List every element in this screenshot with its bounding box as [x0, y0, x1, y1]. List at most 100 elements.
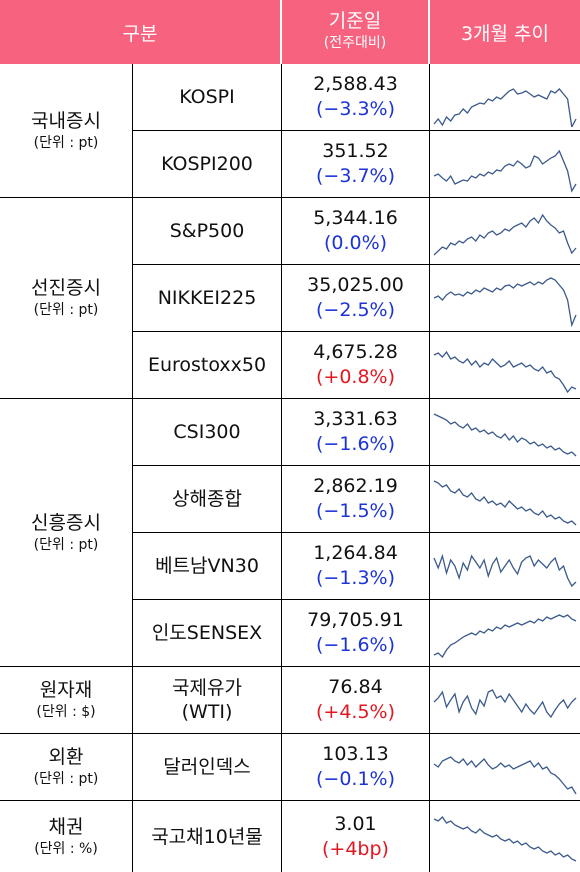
index-value: 1,264.84: [313, 542, 398, 564]
trend-sparkline-cell: [430, 64, 580, 130]
index-value-cell: 3,331.63 (−1.6%): [282, 399, 430, 465]
weekly-change: (−1.3%): [315, 567, 395, 589]
trend-line: [433, 756, 577, 795]
header-base-date-label: 기준일: [328, 10, 382, 32]
trend-sparkline-cell: [430, 734, 580, 800]
weekly-change: (−2.5%): [315, 299, 395, 321]
index-value-cell: 76.84 (+4.5%): [282, 667, 430, 733]
group-domestic: 국내증시 (단위 : pt): [0, 64, 132, 198]
table-row: 국제유가 (WTI) 76.84 (+4.5%): [132, 667, 580, 734]
trend-sparkline-cell: [430, 533, 580, 599]
index-name: 베트남VN30: [132, 533, 282, 599]
index-value: 35,025.00: [307, 274, 404, 296]
group-name: 외환: [48, 746, 84, 768]
trend-sparkline: [433, 480, 577, 526]
index-value: 351.52: [322, 140, 389, 162]
index-value-cell: 2,862.19 (−1.5%): [282, 466, 430, 532]
trend-sparkline-cell: [430, 265, 580, 331]
weekly-change: (+0.8%): [315, 366, 395, 388]
trend-line: [433, 614, 577, 659]
weekly-change: (−1.6%): [315, 634, 395, 656]
index-value-cell: 79,705.91 (−1.6%): [282, 600, 430, 666]
trend-sparkline: [433, 689, 577, 719]
table-header: 구분 기준일 (전주대비) 3개월 추이: [0, 0, 580, 64]
trend-sparkline: [433, 614, 577, 659]
index-value-cell: 103.13 (−0.1%): [282, 734, 430, 800]
index-value: 2,862.19: [313, 475, 398, 497]
index-name: NIKKEI225: [132, 265, 282, 331]
index-name: Eurostoxx50: [132, 332, 282, 398]
index-value: 3,331.63: [313, 408, 398, 430]
index-name: 인도SENSEX: [132, 600, 282, 666]
trend-sparkline: [433, 756, 577, 795]
table-row: NIKKEI225 35,025.00 (−2.5%): [132, 265, 580, 332]
group-unit: (단위 : pt): [33, 302, 99, 318]
index-name: 상해종합: [132, 466, 282, 532]
weekly-change: (−3.7%): [315, 165, 395, 187]
weekly-change: (−3.3%): [315, 98, 395, 120]
trend-line: [433, 149, 577, 193]
index-value-cell: 5,344.16 (0.0%): [282, 198, 430, 264]
table-row: 상해종합 2,862.19 (−1.5%): [132, 466, 580, 533]
table-row: KOSPI200 351.52 (−3.7%): [132, 131, 580, 198]
index-name: S&P500: [132, 198, 282, 264]
table-row: S&P500 5,344.16 (0.0%): [132, 198, 580, 265]
index-name: KOSPI200: [132, 131, 282, 197]
group-developed: 선진증시 (단위 : pt): [0, 198, 132, 399]
table-row: 국고채10년물 3.01 (+4bp): [132, 801, 580, 872]
trend-line: [433, 413, 577, 457]
index-name: KOSPI: [132, 64, 282, 130]
group-bond: 채권 (단위 : %): [0, 801, 132, 872]
table-row: 달러인덱스 103.13 (−0.1%): [132, 734, 580, 801]
group-unit: (단위 : pt): [33, 771, 99, 787]
trend-sparkline: [433, 553, 577, 588]
trend-line: [433, 815, 577, 862]
trend-line: [433, 277, 577, 328]
group-name: 채권: [48, 815, 84, 838]
trend-sparkline: [433, 277, 577, 328]
index-value: 76.84: [328, 676, 383, 698]
group-unit: (단위 : pt): [33, 134, 99, 151]
trend-sparkline: [433, 88, 577, 127]
trend-sparkline-cell: [430, 399, 580, 465]
group-commodity: 원자재 (단위 : $): [0, 667, 132, 734]
group-name: 국내증시: [31, 109, 101, 132]
table-row: 베트남VN30 1,264.84 (−1.3%): [132, 533, 580, 600]
header-base-date: 기준일 (전주대비): [282, 0, 430, 64]
weekly-change: (0.0%): [323, 232, 388, 254]
trend-line: [433, 689, 577, 719]
weekly-change: (−1.6%): [315, 433, 395, 455]
trend-line: [433, 480, 577, 526]
index-name: 국제유가 (WTI): [132, 667, 282, 733]
index-value-cell: 351.52 (−3.7%): [282, 131, 430, 197]
trend-line: [433, 553, 577, 588]
group-unit: (단위 : %): [34, 840, 98, 857]
index-value-cell: 1,264.84 (−1.3%): [282, 533, 430, 599]
index-value-cell: 2,588.43 (−3.3%): [282, 64, 430, 130]
index-name: 국고채10년물: [132, 801, 282, 872]
trend-sparkline-cell: [430, 600, 580, 666]
trend-sparkline-cell: [430, 131, 580, 197]
group-unit: (단위 : pt): [33, 536, 99, 553]
group-name: 선진증시: [31, 277, 101, 299]
table-row: 인도SENSEX 79,705.91 (−1.6%): [132, 600, 580, 667]
index-name: CSI300: [132, 399, 282, 465]
index-value-cell: 35,025.00 (−2.5%): [282, 265, 430, 331]
trend-sparkline-cell: [430, 466, 580, 532]
trend-line: [433, 350, 577, 394]
group-fx: 외환 (단위 : pt): [0, 734, 132, 801]
trend-sparkline: [433, 815, 577, 862]
group-unit: (단위 : $): [36, 704, 96, 720]
group-name: 원자재: [39, 679, 93, 701]
trend-sparkline: [433, 350, 577, 394]
index-value-cell: 4,675.28 (+0.8%): [282, 332, 430, 398]
trend-sparkline-cell: [430, 332, 580, 398]
trend-line: [433, 213, 577, 256]
table-row: Eurostoxx50 4,675.28 (+0.8%): [132, 332, 580, 399]
table-row: KOSPI 2,588.43 (−3.3%): [132, 64, 580, 131]
weekly-change: (−0.1%): [315, 768, 395, 790]
index-value: 4,675.28: [313, 341, 398, 363]
trend-sparkline-cell: [430, 198, 580, 264]
index-value: 79,705.91: [307, 609, 404, 631]
